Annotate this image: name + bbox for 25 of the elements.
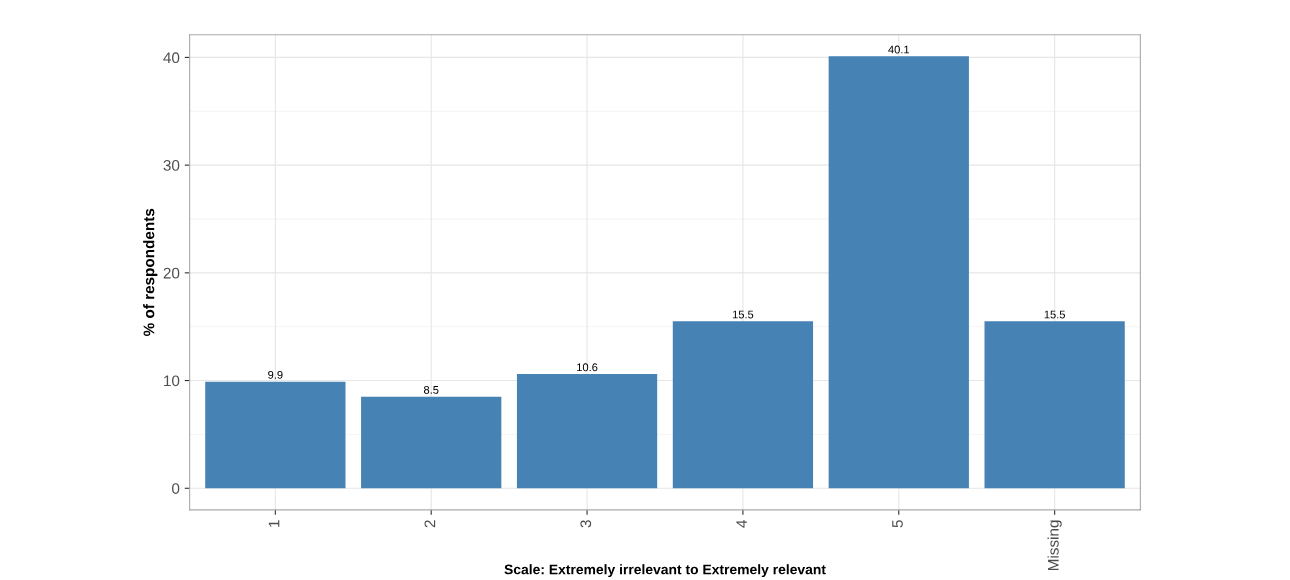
bar (984, 321, 1125, 489)
y-tick-label: 30 (163, 160, 180, 171)
x-tick-label: 5 (892, 520, 903, 528)
data-label: 10.6 (577, 363, 598, 372)
data-label: 9.9 (268, 370, 283, 379)
x-tick-label: 3 (580, 520, 592, 528)
y-tick-label: 40 (163, 52, 180, 64)
bar (828, 56, 969, 489)
x-tick-label: 2 (424, 520, 436, 528)
bar (672, 321, 814, 489)
x-tick-label: 4 (736, 519, 747, 528)
x-tick-label: Missing (1047, 520, 1062, 571)
data-label: 40.1 (888, 45, 910, 54)
bar (516, 374, 658, 489)
data-label: 15.5 (732, 310, 754, 319)
y-tick-label: 0 (172, 483, 180, 494)
y-axis-title: % of respondents (143, 208, 158, 337)
data-label: 15.5 (1044, 310, 1065, 319)
bar (361, 396, 502, 489)
y-tick-label: 10 (164, 375, 180, 387)
y-tick-label: 20 (163, 267, 180, 279)
data-label: 8.5 (423, 385, 439, 394)
bar (205, 381, 346, 489)
x-tick-label: 1 (268, 520, 280, 527)
x-axis-title: Scale: Extremely irrelevant to Extremely relevant (504, 564, 826, 578)
